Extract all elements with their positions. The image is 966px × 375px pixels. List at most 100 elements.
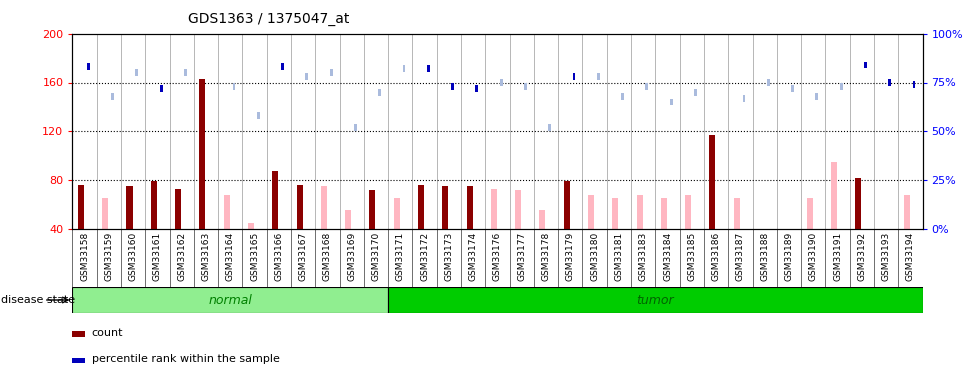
Text: GSM33187: GSM33187 bbox=[736, 232, 745, 281]
Text: GSM33158: GSM33158 bbox=[80, 232, 89, 281]
Bar bbox=[224, 195, 230, 229]
Text: GSM33161: GSM33161 bbox=[153, 232, 162, 281]
Bar bbox=[345, 210, 352, 229]
Bar bbox=[199, 79, 206, 229]
Bar bbox=[151, 181, 156, 229]
Text: normal: normal bbox=[209, 294, 252, 306]
Bar bbox=[904, 195, 910, 229]
Text: GSM33193: GSM33193 bbox=[882, 232, 891, 281]
Bar bbox=[209, 0, 212, 2]
Bar bbox=[539, 210, 546, 229]
Bar bbox=[524, 83, 526, 90]
Text: GSM33173: GSM33173 bbox=[444, 232, 453, 281]
Text: GSM33176: GSM33176 bbox=[493, 232, 502, 281]
Text: GSM33166: GSM33166 bbox=[274, 232, 283, 281]
Text: GSM33163: GSM33163 bbox=[202, 232, 211, 281]
Bar bbox=[72, 332, 85, 337]
Text: GSM33186: GSM33186 bbox=[712, 232, 721, 281]
Bar bbox=[637, 195, 642, 229]
Bar bbox=[621, 93, 624, 100]
Bar bbox=[442, 186, 448, 229]
Bar bbox=[403, 66, 406, 72]
Bar bbox=[184, 69, 186, 76]
Text: GSM33178: GSM33178 bbox=[542, 232, 551, 281]
Bar bbox=[369, 190, 376, 229]
Bar bbox=[499, 79, 502, 86]
Bar bbox=[815, 93, 818, 100]
Bar bbox=[379, 89, 382, 96]
Text: GSM33170: GSM33170 bbox=[372, 232, 381, 281]
Text: GSM33181: GSM33181 bbox=[614, 232, 623, 281]
Bar bbox=[329, 69, 332, 76]
Bar bbox=[394, 198, 400, 229]
Bar bbox=[427, 66, 430, 72]
Bar bbox=[354, 124, 356, 131]
Bar bbox=[102, 198, 108, 229]
Text: GSM33159: GSM33159 bbox=[104, 232, 113, 281]
Text: GSM33174: GSM33174 bbox=[469, 232, 478, 281]
Text: GSM33160: GSM33160 bbox=[128, 232, 138, 281]
Bar bbox=[855, 178, 862, 229]
Bar bbox=[839, 83, 842, 90]
Bar bbox=[297, 185, 302, 229]
Text: GSM33191: GSM33191 bbox=[833, 232, 842, 281]
Bar bbox=[257, 112, 260, 119]
Text: GSM33168: GSM33168 bbox=[323, 232, 332, 281]
Bar bbox=[864, 62, 867, 68]
Bar bbox=[111, 93, 114, 100]
Text: GSM33189: GSM33189 bbox=[784, 232, 793, 281]
Bar bbox=[248, 223, 254, 229]
Bar bbox=[127, 186, 132, 229]
Bar bbox=[669, 99, 672, 105]
Bar bbox=[475, 85, 478, 92]
Text: GSM33194: GSM33194 bbox=[906, 232, 915, 281]
Text: GSM33179: GSM33179 bbox=[566, 232, 575, 281]
Bar bbox=[87, 63, 90, 70]
Bar bbox=[791, 85, 794, 92]
Bar bbox=[281, 63, 284, 70]
Text: GSM33192: GSM33192 bbox=[857, 232, 867, 281]
Text: percentile rank within the sample: percentile rank within the sample bbox=[92, 354, 279, 364]
Text: GSM33164: GSM33164 bbox=[226, 232, 235, 281]
Text: GSM33172: GSM33172 bbox=[420, 232, 429, 281]
Bar bbox=[597, 73, 600, 80]
Text: GSM33169: GSM33169 bbox=[347, 232, 356, 281]
Text: GSM33188: GSM33188 bbox=[760, 232, 769, 281]
Text: GSM33171: GSM33171 bbox=[396, 232, 405, 281]
Text: count: count bbox=[92, 328, 124, 338]
Bar bbox=[451, 83, 454, 90]
Text: GSM33185: GSM33185 bbox=[687, 232, 696, 281]
Text: GSM33184: GSM33184 bbox=[663, 232, 672, 281]
Bar bbox=[305, 73, 308, 80]
Bar bbox=[175, 189, 182, 229]
Bar bbox=[807, 198, 812, 229]
Bar bbox=[612, 198, 618, 229]
Bar bbox=[72, 287, 388, 313]
Bar bbox=[645, 83, 648, 90]
Text: GSM33183: GSM33183 bbox=[639, 232, 648, 281]
Bar bbox=[272, 171, 278, 229]
Bar bbox=[661, 198, 667, 229]
Bar bbox=[913, 81, 916, 88]
Bar bbox=[694, 89, 696, 96]
Bar bbox=[388, 287, 923, 313]
Bar bbox=[515, 190, 522, 229]
Bar bbox=[709, 135, 716, 229]
Bar bbox=[767, 79, 770, 86]
Bar bbox=[491, 189, 497, 229]
Bar bbox=[573, 73, 576, 80]
Text: disease state: disease state bbox=[1, 295, 75, 305]
Bar bbox=[831, 162, 837, 229]
Bar bbox=[233, 83, 236, 90]
Text: GSM33165: GSM33165 bbox=[250, 232, 259, 281]
Bar bbox=[719, 27, 722, 33]
Bar bbox=[159, 85, 162, 92]
Text: GDS1363 / 1375047_at: GDS1363 / 1375047_at bbox=[188, 12, 350, 26]
Bar bbox=[734, 198, 740, 229]
Text: GSM33167: GSM33167 bbox=[298, 232, 308, 281]
Bar bbox=[685, 195, 692, 229]
Text: GSM33162: GSM33162 bbox=[177, 232, 186, 281]
Bar bbox=[588, 195, 594, 229]
Bar bbox=[135, 69, 138, 76]
Bar bbox=[418, 185, 424, 229]
